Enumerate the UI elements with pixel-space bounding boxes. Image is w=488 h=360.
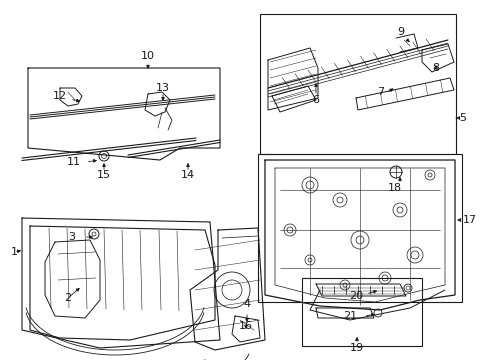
Text: 17: 17 — [462, 215, 476, 225]
Bar — [302, 278, 421, 346]
Text: 11: 11 — [67, 157, 81, 167]
Text: 19: 19 — [349, 343, 364, 353]
Text: 18: 18 — [387, 183, 401, 193]
Text: 16: 16 — [239, 321, 252, 331]
Bar — [260, 14, 455, 154]
Text: 4: 4 — [243, 299, 250, 309]
Text: 7: 7 — [377, 87, 384, 97]
Text: 2: 2 — [64, 293, 71, 303]
Text: 12: 12 — [53, 91, 67, 101]
Text: 8: 8 — [431, 63, 439, 73]
Text: 1: 1 — [10, 247, 18, 257]
Text: 14: 14 — [181, 170, 195, 180]
Text: 6: 6 — [312, 95, 319, 105]
Text: 21: 21 — [342, 311, 356, 321]
Text: 5: 5 — [459, 113, 466, 123]
Text: 10: 10 — [141, 51, 155, 61]
Text: 15: 15 — [97, 170, 111, 180]
Text: 13: 13 — [156, 83, 170, 93]
Text: 20: 20 — [348, 291, 362, 301]
Text: 9: 9 — [397, 27, 404, 37]
Bar — [258, 154, 461, 302]
Text: 3: 3 — [68, 232, 75, 242]
